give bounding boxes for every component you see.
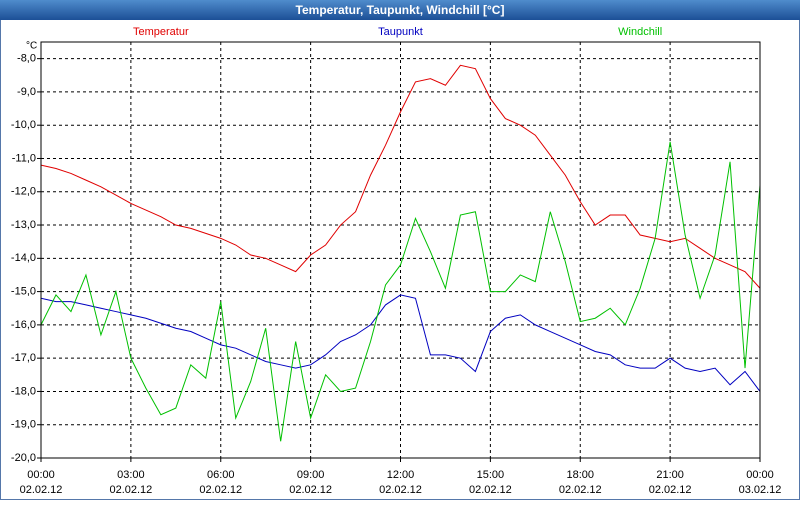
x-tick-label: 06:00	[207, 469, 235, 481]
x-tick-label: 21:00	[656, 469, 684, 481]
y-tick-label: -14,0	[11, 252, 36, 264]
x-tick-date: 02.02.12	[649, 484, 692, 496]
y-tick-label: -10,0	[11, 119, 36, 131]
x-tick-label: 12:00	[387, 469, 415, 481]
y-tick-label: -11,0	[12, 152, 36, 164]
y-tick-label: -15,0	[11, 286, 36, 298]
chart-title: Temperatur, Taupunkt, Windchill [°C]	[296, 3, 505, 17]
x-tick-date: 02.02.12	[559, 484, 602, 496]
x-tick-label: 00:00	[27, 469, 55, 481]
y-tick-label: -9,0	[17, 86, 36, 98]
x-tick-date: 02.02.12	[109, 484, 152, 496]
y-axis-label: °C	[26, 41, 37, 52]
y-tick-label: -20,0	[11, 452, 36, 464]
title-bar	[0, 0, 800, 20]
x-tick-date: 03.02.12	[739, 484, 782, 496]
legend-entry: Taupunkt	[378, 26, 423, 38]
legend-entry: Temperatur	[133, 26, 189, 38]
x-tick-label: 15:00	[477, 469, 505, 481]
y-tick-label: -8,0	[17, 53, 36, 65]
x-tick-label: 09:00	[297, 469, 325, 481]
legend-entry: Windchill	[618, 26, 662, 38]
y-tick-label: -16,0	[11, 319, 36, 331]
x-tick-label: 18:00	[566, 469, 594, 481]
series-line	[40, 64, 761, 289]
y-tick-label: -17,0	[11, 352, 36, 364]
x-tick-date: 02.02.12	[199, 484, 242, 496]
x-tick-date: 02.02.12	[469, 484, 512, 496]
x-tick-date: 02.02.12	[20, 484, 63, 496]
series-line	[40, 141, 761, 442]
x-tick-label: 00:00	[746, 469, 774, 481]
y-tick-label: -13,0	[11, 219, 36, 231]
x-tick-date: 02.02.12	[289, 484, 332, 496]
y-tick-label: -19,0	[11, 419, 36, 431]
series-line	[40, 294, 761, 392]
x-tick-date: 02.02.12	[379, 484, 422, 496]
y-tick-label: -18,0	[11, 385, 36, 397]
x-tick-label: 03:00	[117, 469, 145, 481]
y-tick-label: -12,0	[11, 186, 36, 198]
